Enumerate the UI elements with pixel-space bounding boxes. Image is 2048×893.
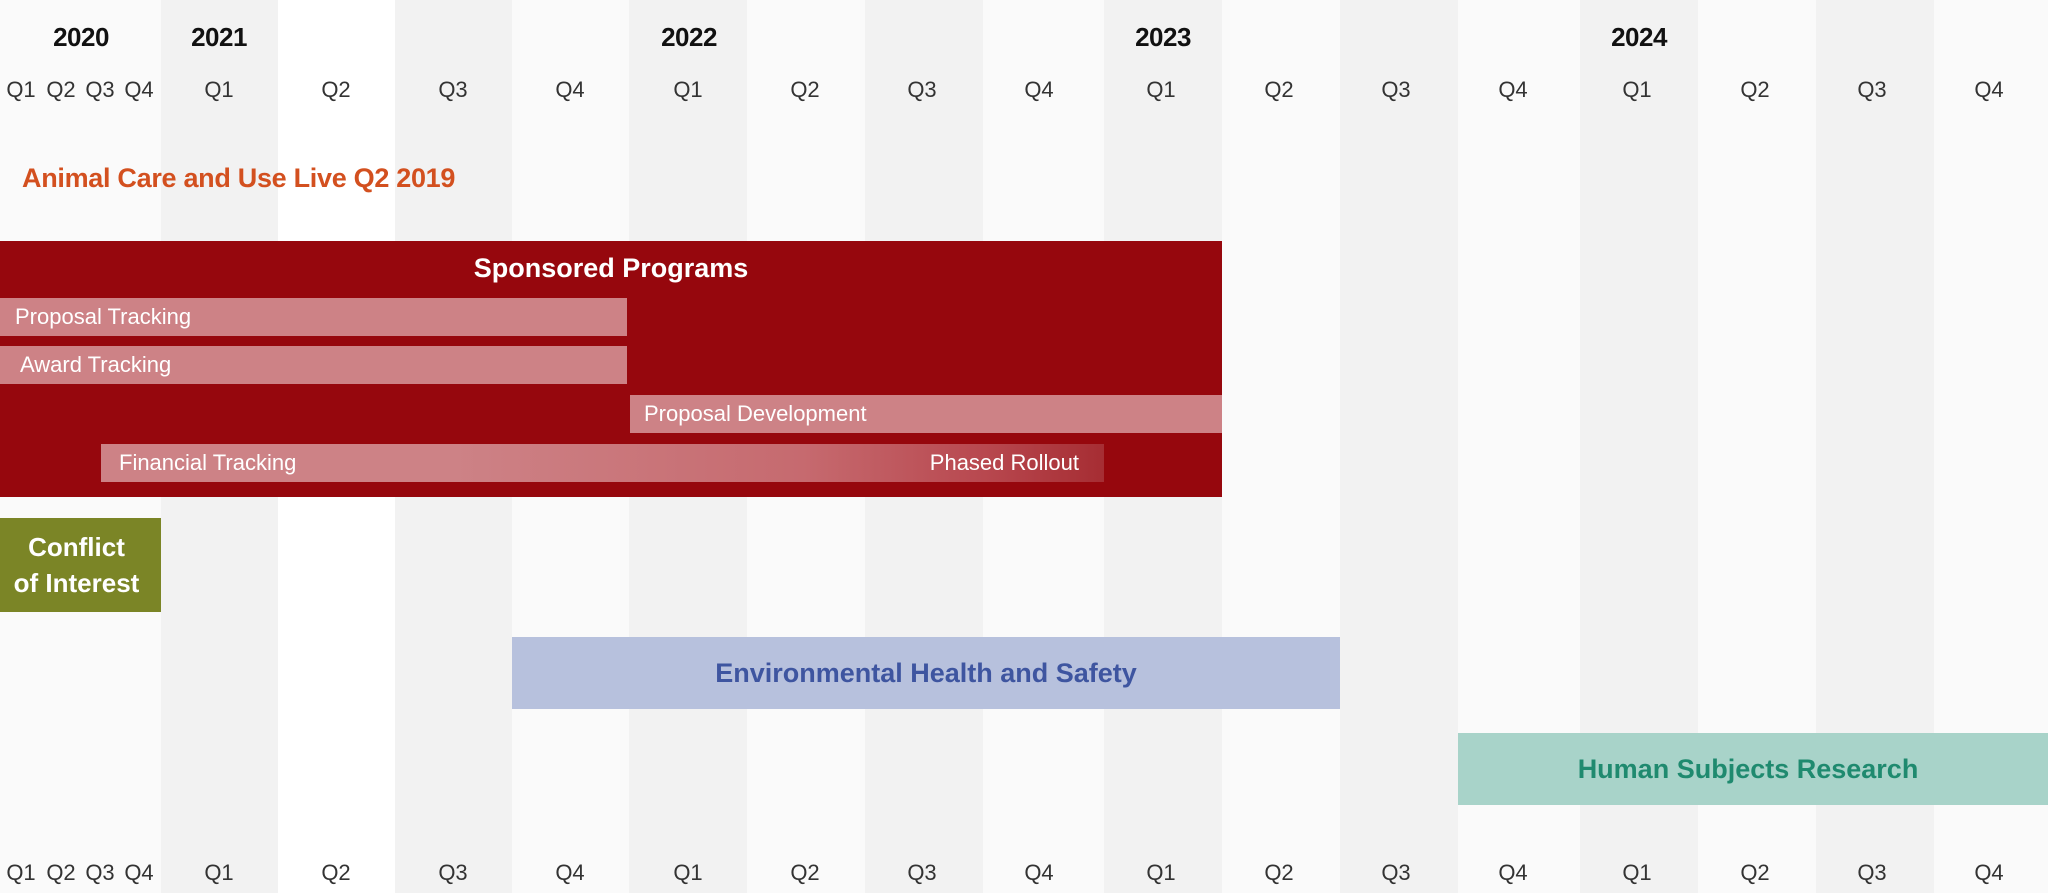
environmental-health-label: Environmental Health and Safety (715, 657, 1137, 688)
year-label: 2021 (191, 22, 247, 52)
quarter-label: Q2 (1740, 77, 1770, 102)
year-label: 2022 (661, 22, 717, 52)
human-subjects-label: Human Subjects Research (1577, 753, 1919, 784)
quarter-label: Q1 (6, 77, 36, 102)
quarter-label: Q4 (1974, 77, 2004, 102)
quarter-label: Q1 (1146, 77, 1176, 102)
quarter-label: Q2 (1740, 860, 1770, 885)
sponsored-programs-title: Sponsored Programs (473, 252, 749, 283)
quarter-label: Q1 (1146, 860, 1176, 885)
quarter-label: Q1 (1622, 860, 1652, 885)
environmental-health-bar: Environmental Health and Safety (512, 637, 1340, 709)
quarter-label: Q2 (46, 77, 76, 102)
quarter-label: Q3 (1381, 860, 1411, 885)
quarter-label: Q4 (1498, 77, 1528, 102)
human-subjects-bar: Human Subjects Research (1458, 733, 2048, 805)
quarter-label: Q2 (321, 77, 351, 102)
conflict-of-interest-bar: Conflict of Interest (0, 518, 161, 612)
conflict-of-interest-line1: Conflict (28, 532, 125, 562)
quarter-label: Q4 (124, 860, 154, 885)
financial-tracking-bar: Financial Tracking Phased Rollout (101, 444, 1104, 482)
financial-tracking-label: Financial Tracking (119, 450, 297, 475)
quarter-label: Q4 (1498, 860, 1528, 885)
quarter-label: Q4 (1974, 860, 2004, 885)
quarter-label: Q3 (1381, 77, 1411, 102)
quarter-label: Q2 (790, 77, 820, 102)
quarter-label: Q3 (1857, 860, 1887, 885)
proposal-development-label: Proposal Development (644, 401, 867, 426)
award-tracking-label: Award Tracking (20, 352, 172, 377)
quarter-label: Q1 (204, 77, 234, 102)
quarter-label: Q2 (46, 860, 76, 885)
quarter-label: Q4 (124, 77, 154, 102)
proposal-development-bar: Proposal Development (630, 395, 1222, 433)
quarter-label: Q1 (6, 860, 36, 885)
quarter-label: Q4 (555, 860, 585, 885)
quarter-label: Q4 (1024, 860, 1054, 885)
column-band (1340, 0, 1458, 893)
quarter-label: Q3 (907, 860, 937, 885)
quarter-label: Q2 (1264, 860, 1294, 885)
column-band (1222, 0, 1340, 893)
quarter-label: Q4 (1024, 77, 1054, 102)
conflict-of-interest-line2: of Interest (13, 568, 140, 598)
quarter-label: Q1 (673, 860, 703, 885)
quarter-label: Q3 (438, 860, 468, 885)
animal-care-label: Animal Care and Use Live Q2 2019 (22, 163, 456, 193)
quarter-label: Q2 (321, 860, 351, 885)
quarter-label: Q3 (907, 77, 937, 102)
award-tracking-bar: Award Tracking (0, 346, 627, 384)
quarter-label: Q1 (204, 860, 234, 885)
quarter-label: Q3 (438, 77, 468, 102)
proposal-tracking-bar: Proposal Tracking (0, 298, 627, 336)
quarter-label: Q3 (85, 860, 115, 885)
quarter-label: Q3 (85, 77, 115, 102)
proposal-tracking-label: Proposal Tracking (15, 304, 192, 329)
quarter-label: Q2 (1264, 77, 1294, 102)
year-label: 2024 (1611, 22, 1667, 52)
year-label: 2020 (53, 22, 109, 52)
quarter-label: Q4 (555, 77, 585, 102)
quarter-label: Q2 (790, 860, 820, 885)
quarter-label: Q1 (673, 77, 703, 102)
year-label: 2023 (1135, 22, 1191, 52)
phased-rollout-label: Phased Rollout (929, 450, 1079, 475)
quarter-label: Q1 (1622, 77, 1652, 102)
quarter-label: Q3 (1857, 77, 1887, 102)
